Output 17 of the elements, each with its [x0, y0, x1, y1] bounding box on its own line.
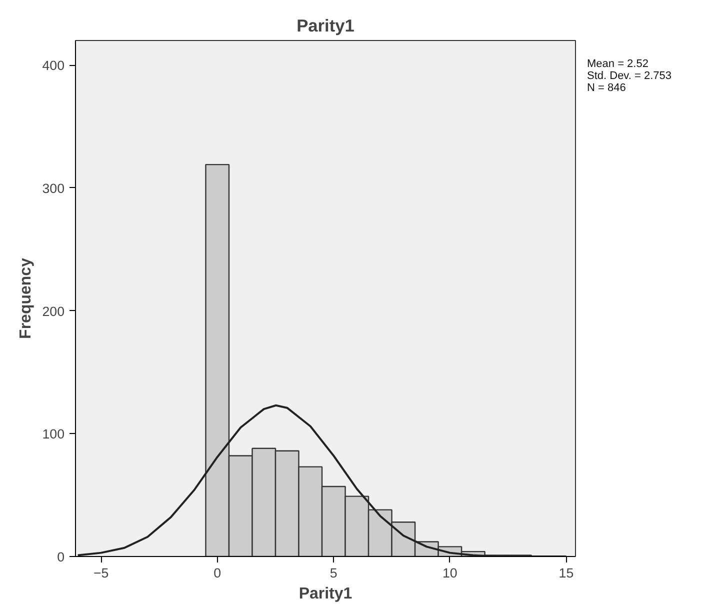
- text: Std. Dev. = 2.753: [587, 70, 672, 82]
- line-series: [76, 404, 568, 556]
- x-tick-label: −5: [93, 566, 109, 580]
- text: N = 846: [587, 82, 627, 94]
- y-tick-label: 0: [57, 550, 65, 564]
- y-axis-title: Frequency: [17, 258, 34, 339]
- x-axis-title: Parity1: [298, 586, 352, 602]
- y-tick-label: 200: [42, 304, 65, 319]
- text: Mean = 2.52: [587, 58, 650, 70]
- chart-title: Parity1: [296, 16, 355, 36]
- y-tick-label: 100: [42, 426, 65, 442]
- x-tick-label: 5: [330, 566, 338, 580]
- y-tick-label: 300: [42, 180, 65, 196]
- y-tick-label: 400: [42, 58, 65, 74]
- x-tick-label: 15: [558, 566, 574, 580]
- x-tick-label: 0: [214, 566, 222, 580]
- x-tick-label: 10: [442, 566, 458, 580]
